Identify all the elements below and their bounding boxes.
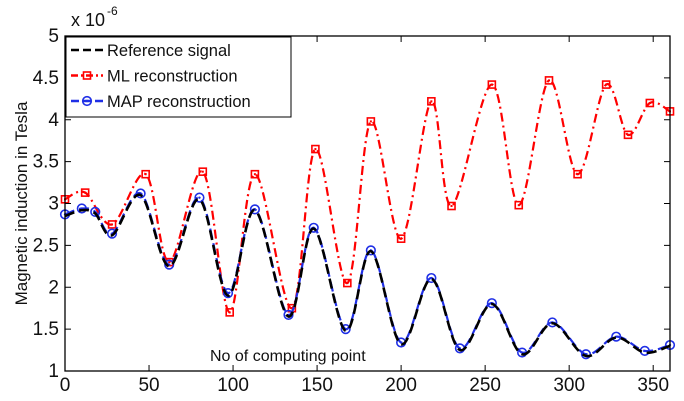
legend-item: MAP reconstruction — [71, 93, 251, 111]
data-point — [141, 169, 150, 179]
legend-marker — [82, 71, 92, 80]
y-tick-label: 3 — [48, 194, 59, 215]
series-line — [64, 193, 671, 358]
y-tick-label: 2 — [48, 277, 59, 298]
data-point — [487, 80, 497, 89]
data-point — [396, 234, 406, 243]
legend-box — [65, 36, 292, 118]
x-tick-label: 200 — [385, 375, 417, 396]
y-tick-label: 1 — [48, 361, 59, 382]
data-point — [544, 76, 554, 85]
y-tick-label: 3.5 — [33, 152, 59, 173]
data-point — [222, 288, 234, 299]
multiplier-exponent: -6 — [107, 4, 118, 18]
y-axis-multiplier: x 10 -6 — [71, 4, 118, 30]
x-tick-label: 100 — [217, 375, 249, 396]
data-point — [194, 192, 205, 203]
axis-tick-labels: 0 50 100 150 200 250 300 350 1 1.5 2 2.5 3 3.5 4 4.5 5 — [33, 26, 669, 396]
y-axis-label: Magnetic induction in Tesla — [12, 101, 31, 305]
data-point — [311, 144, 320, 154]
x-tick-label: 300 — [553, 375, 585, 396]
data-point — [601, 80, 611, 89]
data-point — [366, 117, 376, 126]
legend-label: MAP reconstruction — [107, 93, 251, 111]
annotation-text: No of computing point — [210, 348, 366, 365]
x-tick-label: 350 — [637, 375, 669, 396]
data-point — [198, 167, 208, 176]
legend-item: Reference signal — [71, 42, 231, 60]
x-tick-label: 0 — [60, 375, 71, 396]
y-tick-label: 5 — [48, 26, 59, 47]
data-point — [645, 98, 655, 108]
y-tick-label: 4 — [48, 110, 59, 131]
data-point — [427, 97, 436, 106]
data-point — [107, 220, 117, 229]
series-line — [64, 79, 671, 314]
legend-marker — [81, 95, 93, 107]
y-tick-label: 1.5 — [33, 319, 59, 340]
legend-item: ML reconstruction — [71, 68, 238, 86]
series-reference-signal — [64, 193, 671, 358]
x-tick-label: 150 — [301, 375, 333, 396]
legend: Reference signal ML reconstruction MAP rec… — [65, 36, 292, 118]
multiplier-base: x 10 — [71, 10, 105, 30]
x-tick-label: 250 — [469, 375, 501, 396]
data-point — [250, 169, 260, 179]
x-tick-label: 50 — [138, 375, 159, 396]
legend-items: Reference signal ML reconstruction MAP rec… — [71, 42, 251, 111]
data-point — [447, 201, 456, 211]
data-point — [225, 308, 234, 317]
data-point — [343, 278, 352, 288]
data-point — [426, 272, 437, 284]
y-tick-label: 2.5 — [33, 235, 59, 256]
plot-content — [59, 76, 676, 360]
data-point — [514, 200, 524, 210]
data-point — [573, 169, 582, 179]
data-point — [80, 188, 90, 197]
legend-label: Reference signal — [107, 42, 231, 60]
series-map-reconstruction — [59, 188, 676, 360]
legend-label: ML reconstruction — [107, 68, 238, 86]
y-tick-label: 4.5 — [33, 68, 59, 89]
data-point — [623, 130, 633, 140]
